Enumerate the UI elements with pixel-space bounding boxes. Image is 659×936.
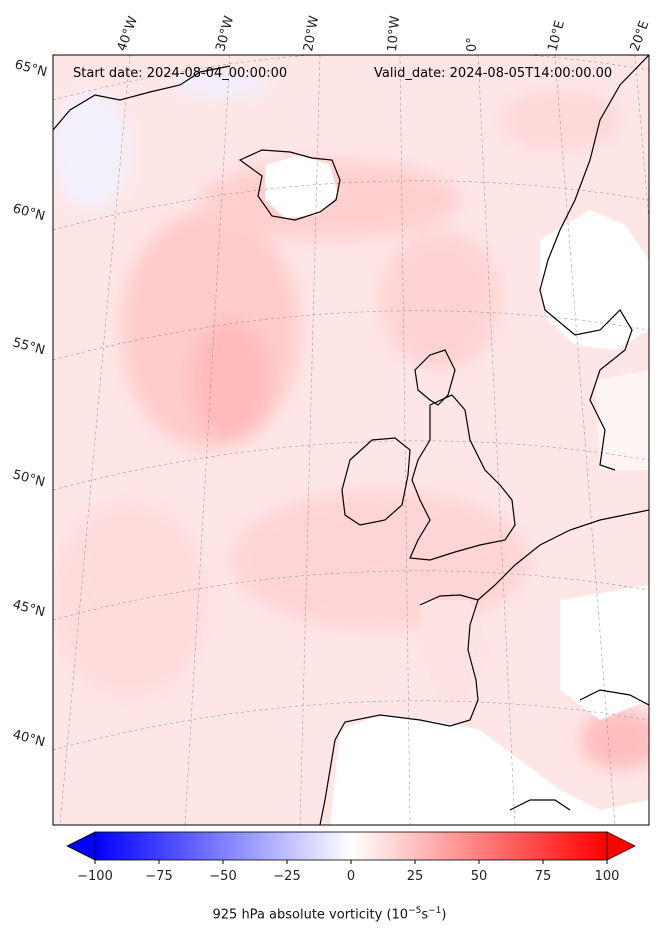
colorbar-tick-label: −50 — [209, 869, 236, 884]
lon-label: 40°W — [115, 14, 141, 53]
lat-label: 40°N — [11, 727, 47, 750]
lon-label: 20°E — [628, 19, 653, 54]
iceland-coast — [238, 149, 341, 221]
colorbar-bar — [94, 831, 608, 861]
valid-date-label: Valid_date: 2024-08-05T14:00:00.00 — [374, 66, 613, 81]
colorbar-tick-label: −100 — [77, 869, 113, 884]
map-frame — [52, 54, 650, 826]
biscay-coast — [319, 599, 479, 825]
france-coast — [419, 509, 649, 606]
colorbar-title-prefix: 925 hPa absolute vorticity (10 — [212, 907, 409, 923]
colorbar: −100 −75 −50 −25 0 25 50 75 100 — [66, 831, 636, 884]
scotland-coast — [414, 349, 456, 406]
colorbar-ticks: −100 −75 −50 −25 0 25 50 75 100 — [77, 860, 619, 884]
colorbar-tick-label: 75 — [535, 869, 552, 884]
colorbar-title-exp1: −5 — [408, 906, 422, 916]
lon-label: 10°E — [545, 19, 568, 53]
colorbar-title-unit: s — [421, 907, 429, 923]
colorbar-extend-right — [606, 831, 636, 861]
lat-label: 60°N — [11, 201, 47, 224]
lat-label: 55°N — [11, 335, 47, 358]
colorbar-title-exp2: −1 — [428, 906, 442, 916]
lon-label: 30°W — [213, 14, 237, 53]
coastlines — [53, 55, 649, 825]
lon-label: 0° — [465, 37, 480, 52]
colorbar-tick-label: 100 — [595, 869, 620, 884]
colorbar-tick-label: −75 — [145, 869, 172, 884]
colorbar-extend-left — [66, 831, 96, 861]
start-date-label: Start date: 2024-08-04_00:00:00 — [73, 66, 288, 81]
lat-label: 50°N — [11, 467, 47, 490]
colorbar-tick-label: −25 — [273, 869, 300, 884]
ireland-coast — [341, 437, 411, 526]
lon-label: 10°W — [385, 15, 403, 52]
latitude-labels: 65°N 60°N 55°N 50°N 45°N 40°N — [11, 57, 49, 750]
colorbar-title: 925 hPa absolute vorticity (10−5s−1) — [0, 906, 659, 922]
lon-label: 20°W — [301, 15, 322, 53]
vorticity-field — [53, 55, 649, 825]
mediterranean-coast — [509, 689, 649, 811]
lat-label: 65°N — [13, 57, 49, 80]
colorbar-tick-label: 0 — [347, 869, 355, 884]
longitude-labels: 40°W 30°W 20°W 10°W 0° 10°E 20°E — [115, 14, 653, 53]
great-britain-coast — [409, 394, 516, 561]
colorbar-tick-label: 25 — [407, 869, 424, 884]
greenland-coast — [53, 65, 231, 131]
colorbar-title-suffix: ) — [441, 907, 447, 923]
lat-label: 45°N — [11, 597, 47, 620]
graticule — [53, 55, 649, 825]
colorbar-tick-label: 50 — [471, 869, 488, 884]
scandinavia-coast — [539, 55, 649, 471]
